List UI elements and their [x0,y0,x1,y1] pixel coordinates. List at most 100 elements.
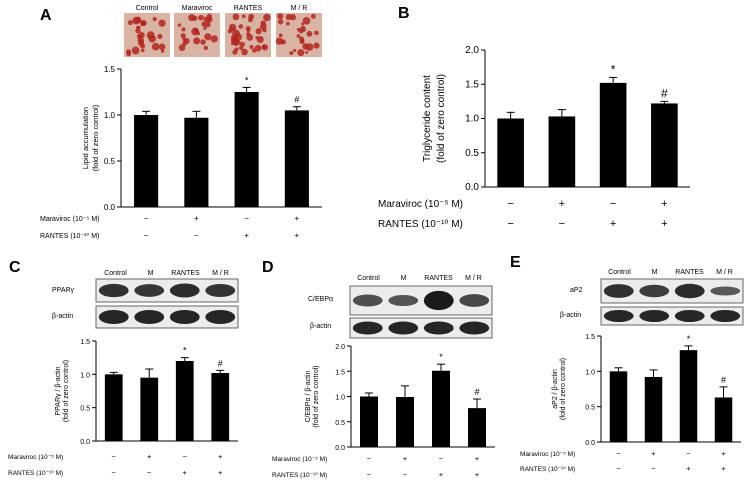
chart-E: 0.0 0.5 1.0 1.5 aP2 / β-actin (fold of zero c… [520,334,741,473]
lipid-droplet [246,33,254,41]
y-tick-label: 1.0 [585,369,595,376]
lipid-droplet [140,43,146,49]
blot-protein-label: C/EBPα [308,296,333,303]
bar-rantes [432,370,450,447]
bar-rantes [679,350,698,442]
blot-frame [95,305,239,329]
lipid-droplet [203,16,210,23]
blot-band [98,283,129,298]
bar-maraviroc [184,117,209,207]
bar-rantes [599,82,627,187]
treatment-label-rantes: RANTES (10⁻¹⁰ M) [272,472,327,479]
treatment-sign: − [112,468,117,477]
blot-band [352,294,383,307]
panel-letter-A: A [40,7,52,24]
treatment-sign: − [194,231,199,240]
blot-protein-label: PPARγ [52,287,75,294]
lipid-droplet [296,27,301,32]
lipid-droplet [203,45,209,51]
treatment-sign: + [147,452,152,461]
lane-label: RANTES [424,275,453,282]
lipid-droplet [205,21,211,28]
lipid-droplet [277,13,284,20]
blot-band [352,321,383,335]
lipid-droplet [277,18,284,25]
lipid-droplet [286,21,290,26]
y-tick-label: 1.5 [335,369,345,376]
y-tick-label: 2.0 [465,45,479,56]
y-tick-label: 0.5 [585,405,595,412]
y-tick-label: 1.5 [585,334,595,341]
lipid-droplet [261,44,266,49]
treatment-sign: − [183,452,188,461]
lipid-droplet [234,33,242,41]
lipid-droplet [234,47,239,52]
treatment-sign: − [367,454,372,463]
lipid-droplet [278,33,283,38]
treatment-label-maraviroc: Maraviroc (10⁻⁵ M) [40,216,100,223]
y-tick-label: 0.0 [465,182,479,193]
lipid-droplet [158,43,166,51]
lipid-droplet [306,30,313,37]
treatment-sign: − [651,464,656,473]
treatment-sign: + [295,214,300,223]
treatment-sign: + [403,454,408,463]
lane-label: M [148,270,154,277]
y-tick-label: 0.5 [104,157,116,166]
bar-m [140,377,159,441]
treatment-label-rantes: RANTES (10⁻¹⁰ M) [40,232,99,240]
y-tick-label: 1.0 [465,114,479,125]
blot-band [459,294,490,307]
lipid-droplet [181,27,186,32]
bar-m-r [714,397,733,442]
treatment-sign: + [721,464,726,473]
lipid-droplet [151,42,160,51]
y-axis-label-unit: (fold of zero control) [436,74,447,163]
treatment-label-maraviroc: Maraviroc (10⁻⁵ M) [272,456,327,463]
lipid-droplet [305,43,314,51]
stain-image [225,13,271,57]
lipid-droplet [183,38,190,44]
lipid-droplet [198,14,204,21]
y-tick-label: 0.5 [335,420,345,427]
treatment-sign: + [686,464,691,473]
blot-actin-label: β-actin [560,312,581,319]
treatment-label-maraviroc: Maraviroc (10⁻⁵ M) [8,454,63,461]
treatment-label-maraviroc: Maraviroc (10⁻⁵ M) [520,451,575,458]
stain-image-label: Control [136,5,159,12]
bar-m-r [284,110,309,207]
lipid-droplet [134,16,142,24]
y-tick-label: 1.0 [335,395,345,402]
lipid-droplet [289,51,294,56]
lane-label: Control [104,270,127,277]
y-tick-label: 1.5 [104,65,116,74]
treatment-sign: + [244,231,249,240]
chart-D: 0.0 0.5 1.0 1.5 2.0 C/EBPα / β-actin (fold of … [272,344,495,479]
treatment-sign: + [183,468,188,477]
lipid-droplet [201,21,207,27]
treatment-sign: − [367,470,372,479]
blot-band [169,309,200,325]
blot-band [205,309,236,325]
lipid-droplet [238,24,244,29]
treatment-sign: − [112,452,117,461]
blot-actin-e [600,306,744,326]
bar-control [134,115,159,207]
treatment-sign: − [616,449,621,458]
lipid-droplet [192,15,198,21]
lipid-droplet [200,39,206,45]
lipid-droplet [232,13,240,21]
treatment-sign: − [144,214,149,223]
significance-mark: * [687,334,691,344]
treatment-sign: − [439,454,444,463]
treatment-sign: + [218,468,223,477]
lipid-droplet [131,46,140,55]
lane-label: M [652,269,658,276]
blot-band [205,283,236,298]
lipid-droplet [227,28,233,34]
lipid-droplet [140,22,145,27]
treatment-label-rantes: RANTES (10⁻¹⁰ M) [8,470,63,477]
treatment-sign: + [610,218,616,230]
blot-band [639,309,670,323]
